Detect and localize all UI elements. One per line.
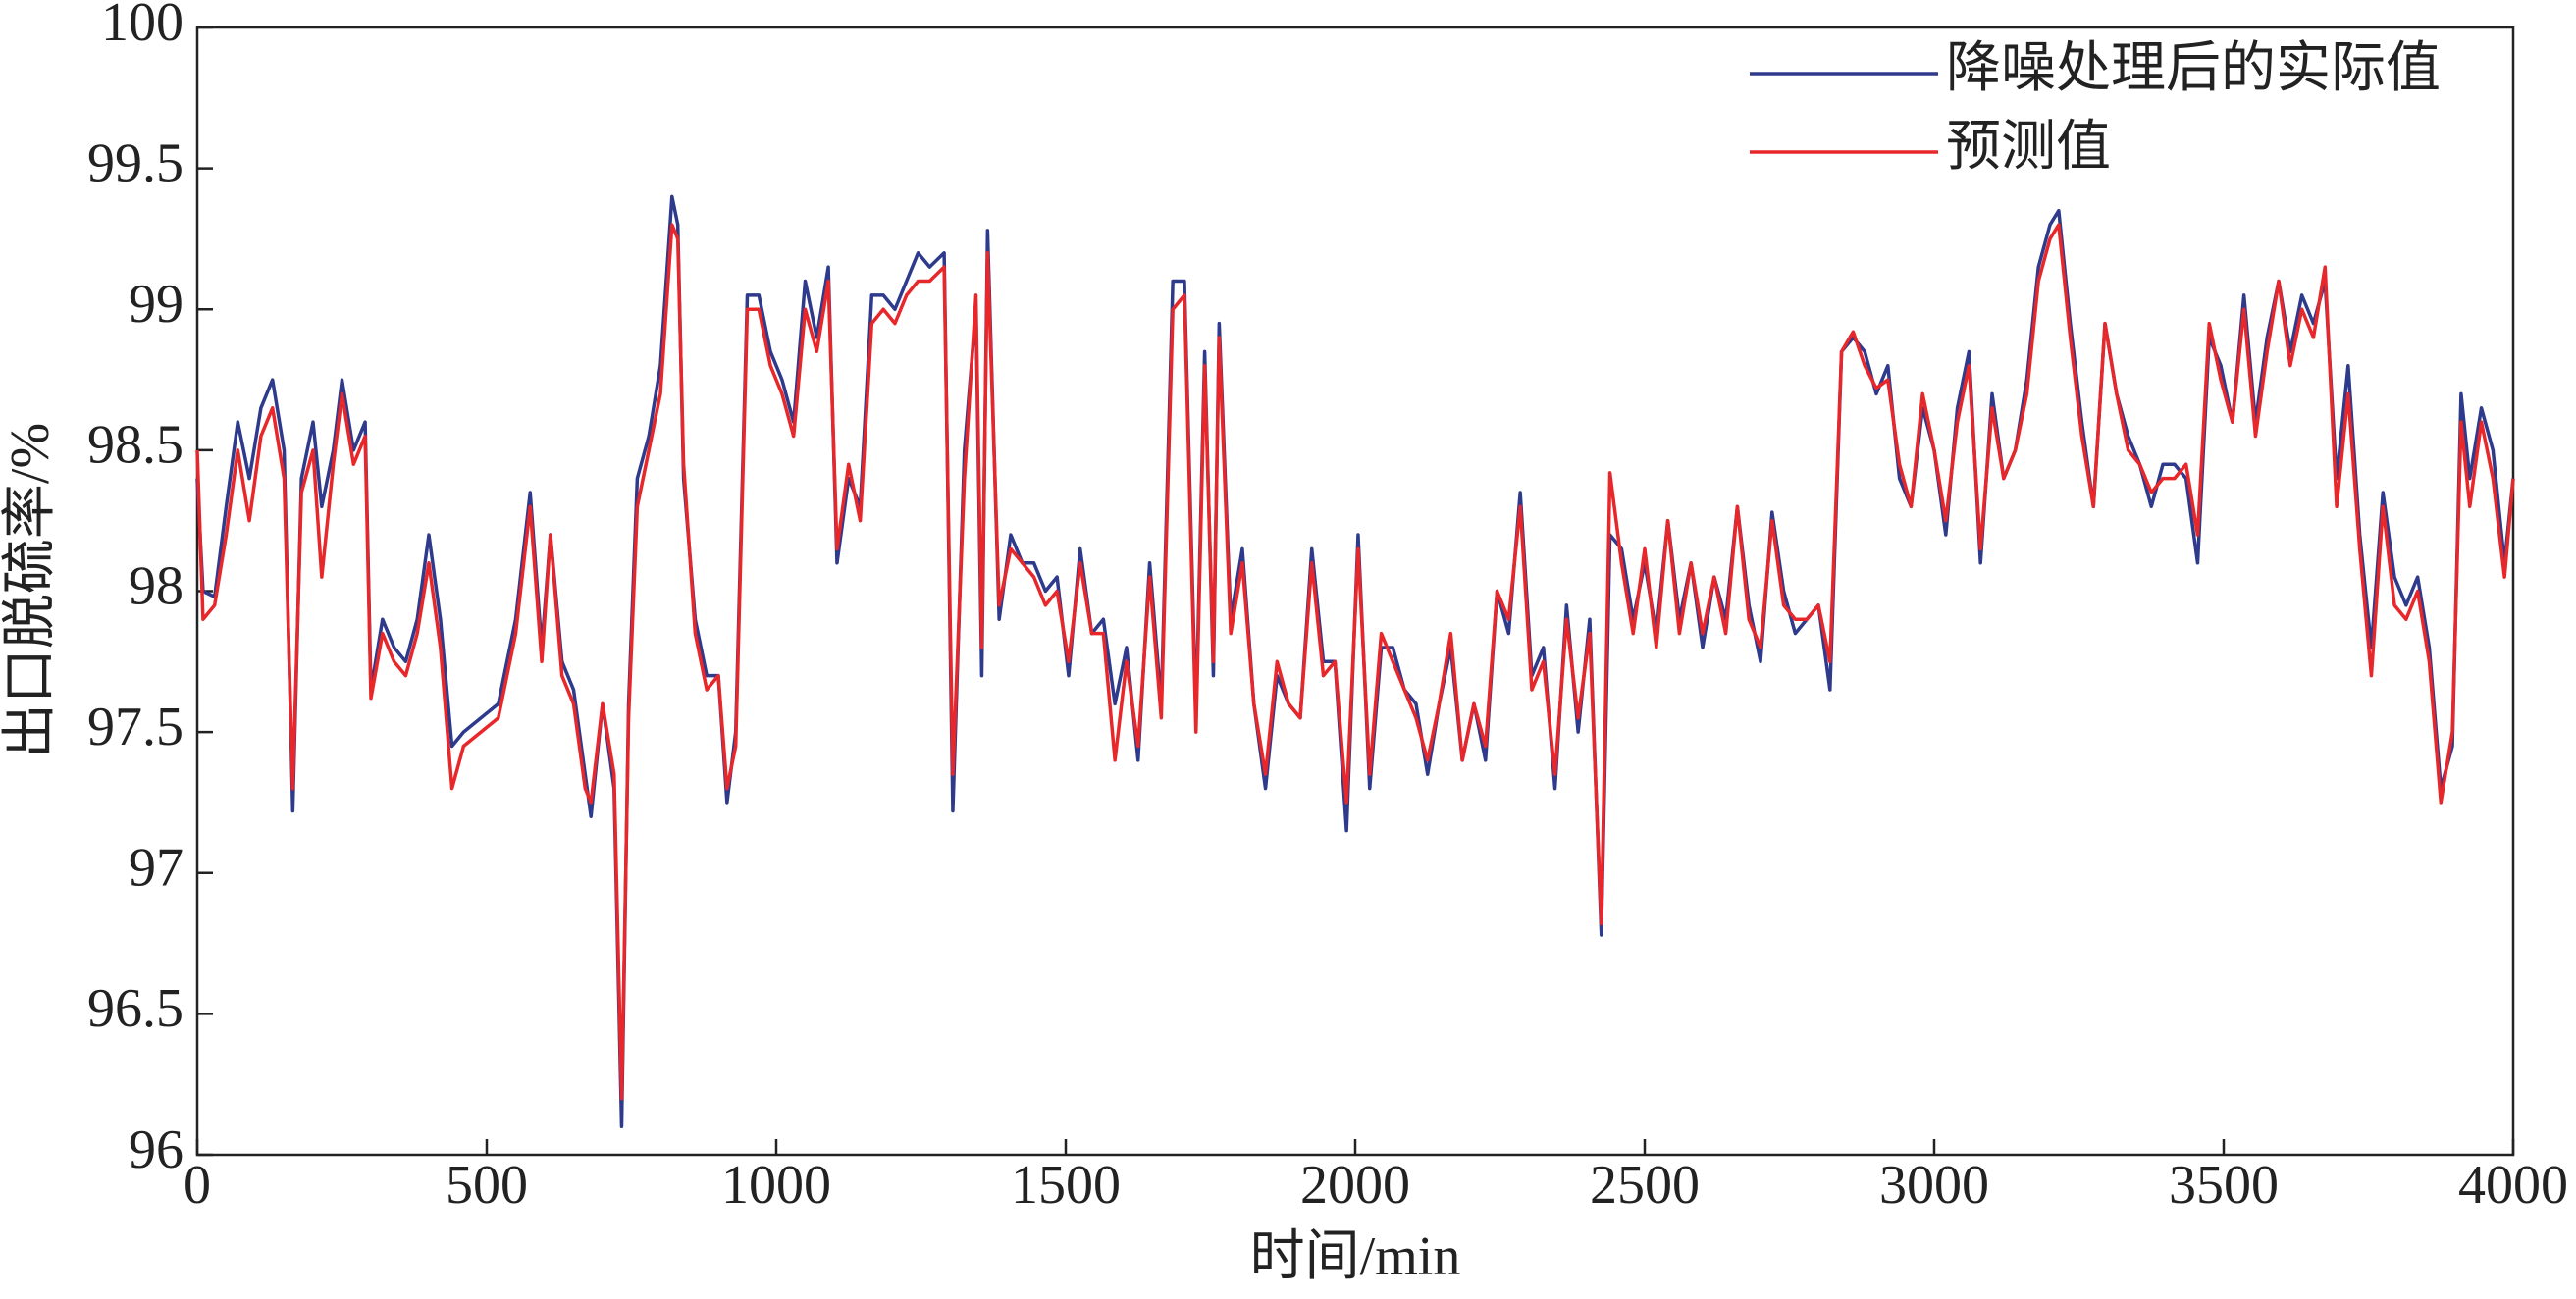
x-tick-label: 2000 <box>1300 1155 1410 1216</box>
x-axis-label: 时间/min <box>1250 1226 1461 1287</box>
y-tick-label: 100 <box>101 0 184 53</box>
x-tick-label: 500 <box>446 1155 528 1216</box>
legend-label: 预测值 <box>1946 117 2111 178</box>
y-tick-label: 96 <box>129 1119 184 1180</box>
series-line <box>195 223 2515 1101</box>
y-tick-label: 97.5 <box>87 697 184 757</box>
legend-label: 降噪处理后的实际值 <box>1946 38 2441 99</box>
y-tick-label: 98.5 <box>87 415 184 476</box>
x-tick-label: 4000 <box>2458 1155 2568 1216</box>
y-tick-label: 99 <box>129 274 184 335</box>
x-tick-label: 3000 <box>1879 1155 1989 1216</box>
y-axis-label: 出口脱硫率/% <box>0 423 61 758</box>
y-tick-label: 96.5 <box>87 978 184 1039</box>
x-tick-label: 0 <box>184 1155 211 1216</box>
x-tick-label: 3500 <box>2169 1155 2279 1216</box>
y-tick-label: 99.5 <box>87 132 184 193</box>
x-tick-label: 1000 <box>721 1155 831 1216</box>
y-tick-label: 97 <box>129 838 184 899</box>
series-line <box>195 194 2515 1129</box>
x-tick-label: 2500 <box>1590 1155 1700 1216</box>
x-tick-label: 1500 <box>1011 1155 1121 1216</box>
y-tick-label: 98 <box>129 555 184 616</box>
